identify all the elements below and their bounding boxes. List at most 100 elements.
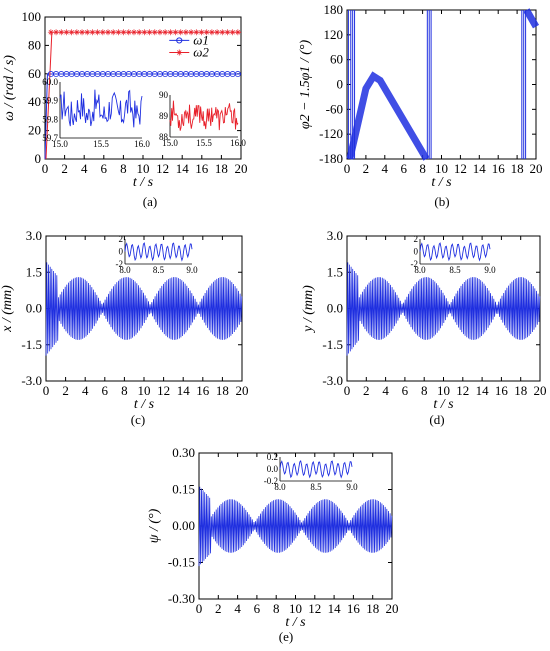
inset-y-tick-label: 59.8 [42,114,58,124]
x-tick-label: 10 [437,383,450,398]
panel-label: (d) [429,412,444,427]
marker-omega2 [79,29,86,36]
series-line [346,262,541,356]
y-tick-label: -3.0 [322,373,343,388]
marker-omega2 [89,29,96,36]
y-axis-label: φ2 − 1.5φ1 / (°) [298,40,313,130]
inset-x-tick-label: 8.0 [119,265,131,275]
y-tick-label: 0.30 [172,445,195,460]
x-tick-label: 8 [121,383,128,398]
x-tick-label: 16 [347,601,361,616]
x-tick-label: 16 [495,383,509,398]
marker-omega2 [234,29,241,36]
x-tick-label: 14 [328,601,342,616]
series-line-phase [346,8,540,161]
x-tick-label: 14 [177,383,191,398]
x-tick-label: 12 [308,601,321,616]
panel-d: 0 2 4 6 8 10 12 14 16 18 20-3.0-1.50.01.53.0t / sy… [301,228,547,427]
marker-omega2 [214,29,221,36]
y-tick-label: 0.0 [26,301,42,316]
marker-omega2 [136,29,143,36]
marker-omega2 [99,29,106,36]
x-tick-label: 14 [176,161,190,176]
y-axis-label: y / (mm) [301,285,316,334]
x-tick-label: 0 [42,161,49,176]
x-tick-label: 18 [366,601,379,616]
marker-omega2 [73,29,80,36]
x-tick-label: 8 [421,383,428,398]
x-tick-label: 18 [215,161,228,176]
x-tick-label: 10 [289,601,302,616]
x-tick-label: 4 [382,161,389,176]
inset-series-line [59,89,143,128]
inset-series-line [169,100,239,131]
inset-x-tick-label: 9.0 [186,265,198,275]
panel-label: (e) [279,629,293,644]
y-tick-label: 0.00 [172,518,195,533]
y-tick-label: 60 [330,52,343,67]
y-axis-label: ω / (rad / s) [2,55,17,121]
y-tick-label: 0 [35,151,42,166]
x-tick-label: 4 [82,383,89,398]
inset-y-tick-label: 0.2 [267,452,278,462]
y-tick-label: 20 [28,123,41,138]
inset-y-tick-label: 88 [159,132,169,142]
y-tick-label: -0.15 [168,555,195,570]
y-tick-label: -3.0 [21,373,42,388]
plot-frame [346,9,537,160]
y-tick-label: -1.5 [21,337,42,352]
marker-omega2 [167,29,174,36]
inset-y-tick-label: 0 [414,247,419,257]
x-tick-label: 6 [102,383,109,398]
marker-omega2 [141,29,148,36]
legend-label-omega1: ω1 [193,32,209,47]
marker-omega2 [47,29,54,36]
x-tick-label: 18 [511,161,524,176]
inset-x-tick-label: 8.0 [274,482,286,492]
y-tick-label: 3.0 [26,228,42,243]
marker-omega2 [182,29,189,36]
inset-series-line [419,242,491,262]
x-tick-label: 0 [43,383,50,398]
y-tick-label: -180 [319,151,343,166]
x-tick-label: 0 [196,601,203,616]
y-tick-label: 0.0 [327,301,343,316]
marker-omega2 [219,29,226,36]
x-tick-label: 0 [344,383,351,398]
inset-x-tick-label: 8.5 [310,482,322,492]
marker-omega2 [146,29,153,36]
inset-x-tick-label: 9.0 [484,265,496,275]
x-tick-label: 16 [492,161,506,176]
legend-marker-omega1 [176,37,183,44]
y-tick-label: -1.5 [322,337,343,352]
x-tick-label: 12 [454,161,467,176]
inset-series-line [124,242,193,262]
x-tick-label: 2 [363,383,370,398]
x-tick-label: 4 [382,383,389,398]
x-tick-label: 12 [156,161,169,176]
marker-omega2 [151,29,158,36]
inset-y-tick-label: 0.0 [267,464,279,474]
marker-omega2 [105,29,112,36]
x-tick-label: 20 [235,161,248,176]
inset-x-tick-label: 15.0 [162,138,178,148]
y-tick-label: 80 [28,37,41,52]
y-tick-label: 180 [324,2,344,17]
marker-omega2 [58,29,65,36]
x-tick-label: 8 [120,161,127,176]
y-tick-label: 3.0 [327,228,343,243]
x-tick-label: 14 [473,161,487,176]
inset-y-tick-label: 59.7 [42,133,58,143]
marker-omega2 [198,29,205,36]
marker-omega2 [162,29,169,36]
inset-x-tick-label: 8.0 [414,265,426,275]
y-tick-label: 0.15 [172,482,195,497]
y-axis-label: x / (mm) [0,285,15,333]
inset-x-tick-label: 16.0 [230,138,246,148]
marker-omega2 [224,29,231,36]
inset-y-tick-label: -2 [411,259,419,269]
x-tick-label: 8 [273,601,280,616]
x-tick-label: 4 [81,161,88,176]
